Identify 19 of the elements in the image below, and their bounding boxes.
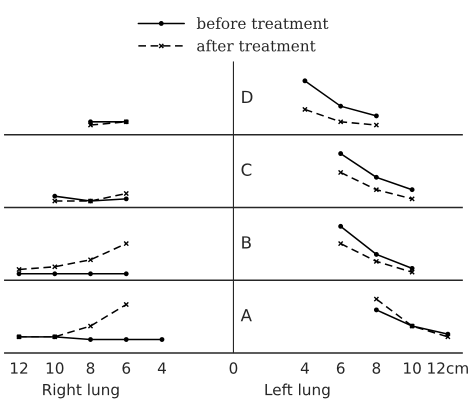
- chart-title: D: [242, 90, 252, 103]
- x-tick-label: 10: [46, 362, 64, 374]
- x-tick-label: 12: [10, 362, 28, 374]
- chart-title: B: [242, 236, 251, 248]
- x-tick-label: 10: [404, 362, 421, 374]
- x-tick-label: 8: [86, 362, 94, 374]
- chart-title: C: [242, 163, 252, 176]
- x-tick-label: 8: [372, 362, 380, 374]
- x-tick-label: 12cm: [428, 362, 468, 374]
- legend-label: after treatment: [197, 40, 316, 52]
- x-tick-label: 6: [122, 362, 130, 374]
- text: Right lung: [43, 384, 119, 398]
- legend-label: before treatment: [196, 17, 328, 30]
- x-tick-label: 4: [300, 362, 309, 374]
- x-tick-label: 4: [158, 362, 166, 374]
- x-tick-label: 0: [230, 362, 238, 374]
- text: Left lung: [265, 384, 330, 398]
- chart-title: A: [240, 309, 252, 322]
- x-tick-label: 6: [336, 362, 345, 374]
